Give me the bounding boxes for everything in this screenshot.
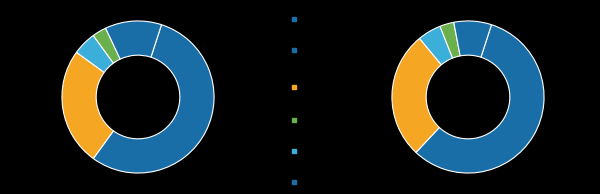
Wedge shape: [416, 25, 544, 173]
Wedge shape: [94, 25, 214, 173]
Wedge shape: [106, 21, 161, 59]
Wedge shape: [62, 52, 113, 158]
Wedge shape: [94, 28, 120, 63]
Wedge shape: [454, 21, 491, 57]
Wedge shape: [440, 22, 460, 58]
Wedge shape: [419, 26, 452, 65]
Wedge shape: [76, 36, 113, 72]
Wedge shape: [392, 38, 442, 152]
